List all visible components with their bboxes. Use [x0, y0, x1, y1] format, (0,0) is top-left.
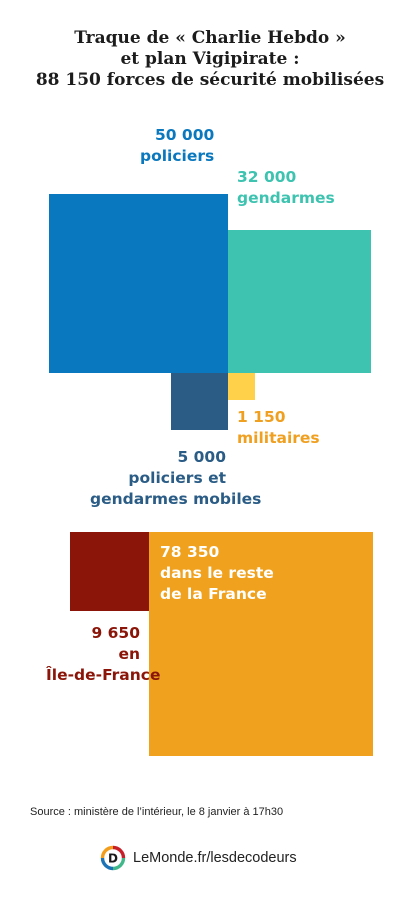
label-mobiles: 5 000 policiers et gendarmes mobiles	[90, 447, 262, 510]
chart-title: Traque de « Charlie Hebdo » et plan Vigi…	[10, 28, 410, 91]
text-mobiles-2: gendarmes mobiles	[90, 490, 262, 508]
label-ile-de-france: 9 650 en Île-de-France	[46, 623, 161, 686]
square-mobiles	[171, 373, 228, 430]
square-ile-de-france	[70, 532, 149, 611]
text-militaires: militaires	[237, 429, 320, 447]
value-mobiles: 5 000	[177, 448, 226, 466]
title-line-2: et plan Vigipirate :	[120, 49, 300, 69]
square-reste-france	[149, 532, 373, 756]
square-militaires	[228, 373, 256, 401]
label-reste-france: 78 350 dans le reste de la France	[160, 542, 274, 605]
les-decodeurs-logo-icon: D	[100, 845, 126, 871]
footer: D LeMonde.fr/lesdecodeurs	[100, 845, 297, 871]
text-reste-france-2: de la France	[160, 585, 267, 603]
title-line-1: Traque de « Charlie Hebdo »	[74, 28, 346, 48]
label-gendarmes: 32 000 gendarmes	[237, 167, 335, 209]
label-militaires: 1 150 militaires	[237, 407, 320, 449]
text-ile-de-france-2: Île-de-France	[46, 666, 161, 684]
text-ile-de-france-1: en	[118, 645, 140, 663]
value-policiers: 50 000	[154, 126, 215, 144]
footer-link[interactable]: LeMonde.fr/lesdecodeurs	[133, 850, 297, 866]
text-policiers: policiers	[140, 147, 215, 165]
square-policiers	[49, 194, 228, 373]
value-ile-de-france: 9 650	[91, 624, 140, 642]
value-gendarmes: 32 000	[237, 168, 297, 186]
text-reste-france-1: dans le reste	[160, 564, 274, 582]
value-reste-france: 78 350	[160, 543, 220, 561]
logo-letter: D	[108, 852, 118, 866]
value-militaires: 1 150	[237, 408, 286, 426]
text-mobiles-1: policiers et	[128, 469, 226, 487]
label-policiers: 50 000 policiers	[140, 125, 214, 167]
square-gendarmes	[228, 229, 372, 373]
title-line-3: 88 150 forces de sécurité mobilisées	[35, 70, 385, 90]
source-note: Source : ministère de l’intérieur, le 8 …	[30, 806, 284, 818]
text-gendarmes: gendarmes	[237, 189, 335, 207]
